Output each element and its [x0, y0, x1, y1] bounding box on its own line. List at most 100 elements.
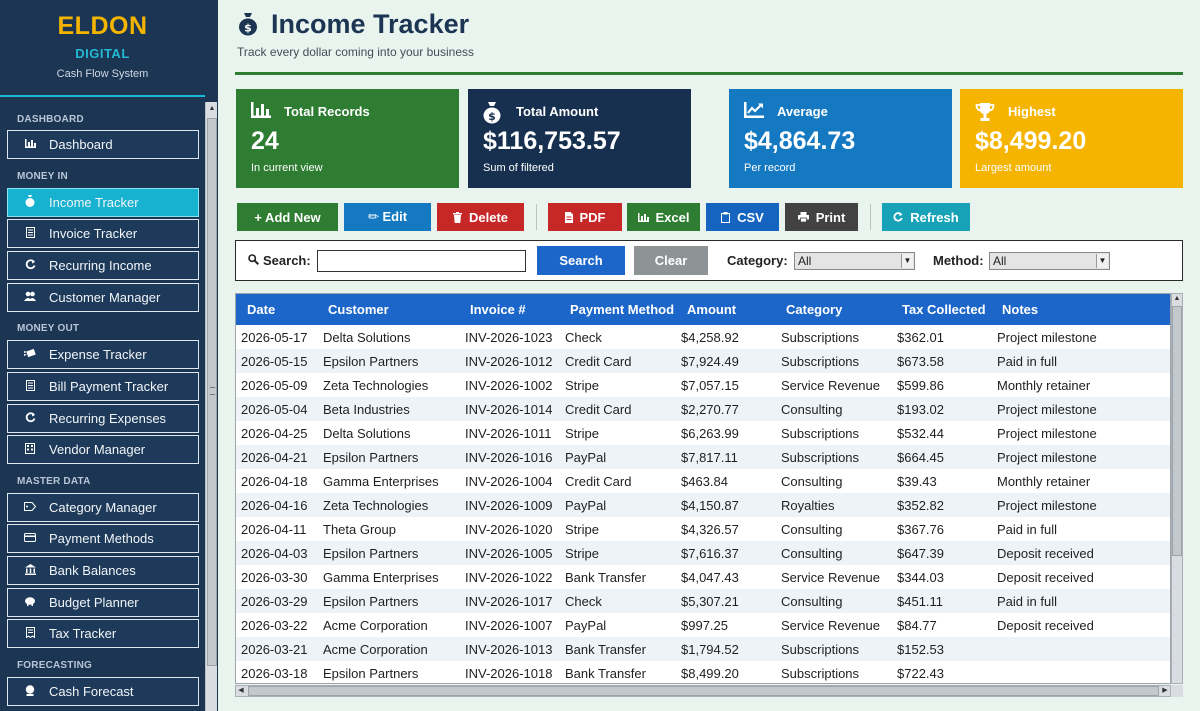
section-master-data: MASTER DATA	[17, 476, 91, 487]
sidebar-item-label: Income Tracker	[49, 195, 139, 210]
cell-payment-method: Stripe	[565, 378, 599, 393]
column-header-category[interactable]: Category	[786, 302, 843, 317]
method-select[interactable]: All ▼	[989, 252, 1110, 270]
cell-tax-collected: $722.43	[897, 666, 944, 681]
pdf-button[interactable]: PDF	[548, 203, 622, 231]
sidebar-item-bill-payment-tracker[interactable]: Bill Payment Tracker	[7, 372, 199, 401]
cell-tax-collected: $647.39	[897, 546, 944, 561]
cell-payment-method: Stripe	[565, 522, 599, 537]
sidebar-item-dashboard[interactable]: Dashboard	[7, 130, 199, 159]
cell-amount: $6,263.99	[681, 426, 739, 441]
sidebar-scroll-thumb[interactable]	[207, 118, 217, 666]
cell-amount: $4,326.57	[681, 522, 739, 537]
sidebar-item-customer-manager[interactable]: Customer Manager	[7, 283, 199, 312]
cell-tax-collected: $451.11	[897, 594, 944, 609]
cell-tax-collected: $599.86	[897, 378, 944, 393]
table-row[interactable]: 2026-03-18 Epsilon Partners INV-2026-1018 B…	[236, 661, 1170, 683]
excel-button[interactable]: Excel	[627, 203, 700, 231]
sidebar-item-expense-tracker[interactable]: Expense Tracker	[7, 340, 199, 369]
sidebar-item-recurring-expenses[interactable]: Recurring Expenses	[7, 404, 199, 433]
table-horizontal-scrollbar[interactable]: ◀ ▶	[235, 685, 1171, 697]
column-header-invoice[interactable]: Invoice #	[470, 302, 526, 317]
column-header-customer[interactable]: Customer	[328, 302, 389, 317]
sidebar-item-invoice-tracker[interactable]: Invoice Tracker	[7, 219, 199, 248]
cell-invoice: INV-2026-1018	[465, 666, 553, 681]
cell-notes: Project milestone	[997, 402, 1097, 417]
table-row[interactable]: 2026-04-11 Theta Group INV-2026-1020 Stripe…	[236, 517, 1170, 541]
pdf-document-icon	[564, 211, 573, 223]
sidebar-item-label: Category Manager	[49, 500, 157, 515]
refresh-button-label: Refresh	[910, 209, 959, 225]
cell-invoice: INV-2026-1005	[465, 546, 553, 561]
csv-button[interactable]: CSV	[706, 203, 779, 231]
cell-payment-method: Credit Card	[565, 474, 632, 489]
cell-amount: $4,258.92	[681, 330, 739, 345]
sidebar-item-tax-tracker[interactable]: Tax Tracker	[7, 619, 199, 648]
table-row[interactable]: 2026-05-15 Epsilon Partners INV-2026-1012 C…	[236, 349, 1170, 373]
cell-date: 2026-03-30	[241, 570, 308, 585]
table-row[interactable]: 2026-04-21 Epsilon Partners INV-2026-1016 P…	[236, 445, 1170, 469]
card-highest: Highest $8,499.20 Largest amount	[960, 89, 1183, 188]
category-label: Category:	[727, 253, 788, 268]
cell-category: Consulting	[781, 594, 843, 609]
refresh-button[interactable]: Refresh	[882, 203, 970, 231]
sidebar-item-vendor-manager[interactable]: Vendor Manager	[7, 435, 199, 464]
sidebar-item-label: Tax Tracker	[49, 626, 117, 641]
column-header-payment-method[interactable]: Payment Method	[570, 302, 675, 317]
cell-invoice: INV-2026-1014	[465, 402, 553, 417]
table-row[interactable]: 2026-04-25 Delta Solutions INV-2026-1011 St…	[236, 421, 1170, 445]
table-header: Date Customer Invoice # Payment Method A…	[236, 294, 1170, 325]
cell-tax-collected: $673.58	[897, 354, 944, 369]
table-horizontal-scroll-thumb[interactable]	[248, 686, 1159, 696]
column-header-tax-collected[interactable]: Tax Collected	[902, 302, 986, 317]
column-header-notes[interactable]: Notes	[1002, 302, 1039, 317]
cell-category: Subscriptions	[781, 666, 860, 681]
sidebar-item-budget-planner[interactable]: Budget Planner	[7, 588, 199, 617]
scroll-up-arrow-icon[interactable]: ▲	[1173, 295, 1181, 302]
table-row[interactable]: 2026-03-30 Gamma Enterprises INV-2026-1022…	[236, 565, 1170, 589]
sidebar-item-label: Bank Balances	[49, 563, 136, 578]
sidebar-item-recurring-income[interactable]: Recurring Income	[7, 251, 199, 280]
cell-invoice: INV-2026-1022	[465, 570, 553, 585]
search-button[interactable]: Search	[537, 246, 625, 275]
table-vertical-scrollbar[interactable]: ▲	[1171, 293, 1183, 684]
print-button[interactable]: Print	[785, 203, 858, 231]
edit-button[interactable]: ✏ Edit	[344, 203, 431, 231]
sidebar-item-category-manager[interactable]: Category Manager	[7, 493, 199, 522]
table-row[interactable]: 2026-04-03 Epsilon Partners INV-2026-1005 S…	[236, 541, 1170, 565]
table-row[interactable]: 2026-03-21 Acme Corporation INV-2026-1013 B…	[236, 637, 1170, 661]
column-header-amount[interactable]: Amount	[687, 302, 737, 317]
table-row[interactable]: 2026-05-17 Delta Solutions INV-2026-1023 Ch…	[236, 325, 1170, 349]
table-row[interactable]: 2026-05-09 Zeta Technologies INV-2026-1002…	[236, 373, 1170, 397]
delete-button[interactable]: Delete	[437, 203, 524, 231]
cell-invoice: INV-2026-1002	[465, 378, 553, 393]
table-row[interactable]: 2026-03-29 Epsilon Partners INV-2026-1017 C…	[236, 589, 1170, 613]
bar-chart-icon	[251, 102, 273, 122]
category-select[interactable]: All ▼	[794, 252, 915, 270]
cell-tax-collected: $362.01	[897, 330, 944, 345]
clear-button[interactable]: Clear	[634, 246, 708, 275]
sidebar-item-label: Payment Methods	[49, 531, 154, 546]
cell-invoice: INV-2026-1016	[465, 450, 553, 465]
add-new-button[interactable]: + Add New	[237, 203, 338, 231]
cell-amount: $8,499.20	[681, 666, 739, 681]
sidebar-item-label: Budget Planner	[49, 595, 139, 610]
sidebar-item-payment-methods[interactable]: Payment Methods	[7, 524, 199, 553]
scroll-left-arrow-icon[interactable]: ◀	[238, 687, 244, 694]
table-row[interactable]: 2026-04-16 Zeta Technologies INV-2026-1009…	[236, 493, 1170, 517]
trophy-icon	[975, 102, 997, 122]
sidebar-item-income-tracker[interactable]: Income Tracker	[7, 188, 199, 217]
table-row[interactable]: 2026-05-04 Beta Industries INV-2026-1014 Cr…	[236, 397, 1170, 421]
scroll-right-arrow-icon[interactable]: ▶	[1162, 687, 1168, 694]
sidebar-item-cash-forecast[interactable]: Cash Forecast	[7, 677, 199, 706]
table-vertical-scroll-thumb[interactable]	[1172, 306, 1182, 556]
table-row[interactable]: 2026-03-22 Acme Corporation INV-2026-1007 P…	[236, 613, 1170, 637]
tag-icon	[23, 501, 37, 514]
column-header-date[interactable]: Date	[247, 302, 276, 317]
scroll-up-arrow-icon[interactable]: ▲	[208, 105, 216, 112]
sidebar-item-bank-balances[interactable]: Bank Balances	[7, 556, 199, 585]
table-row[interactable]: 2026-04-18 Gamma Enterprises INV-2026-1004…	[236, 469, 1170, 493]
sidebar-scrollbar[interactable]: ▲	[205, 102, 217, 711]
cell-date: 2026-05-17	[241, 330, 308, 345]
search-input[interactable]	[317, 250, 526, 272]
